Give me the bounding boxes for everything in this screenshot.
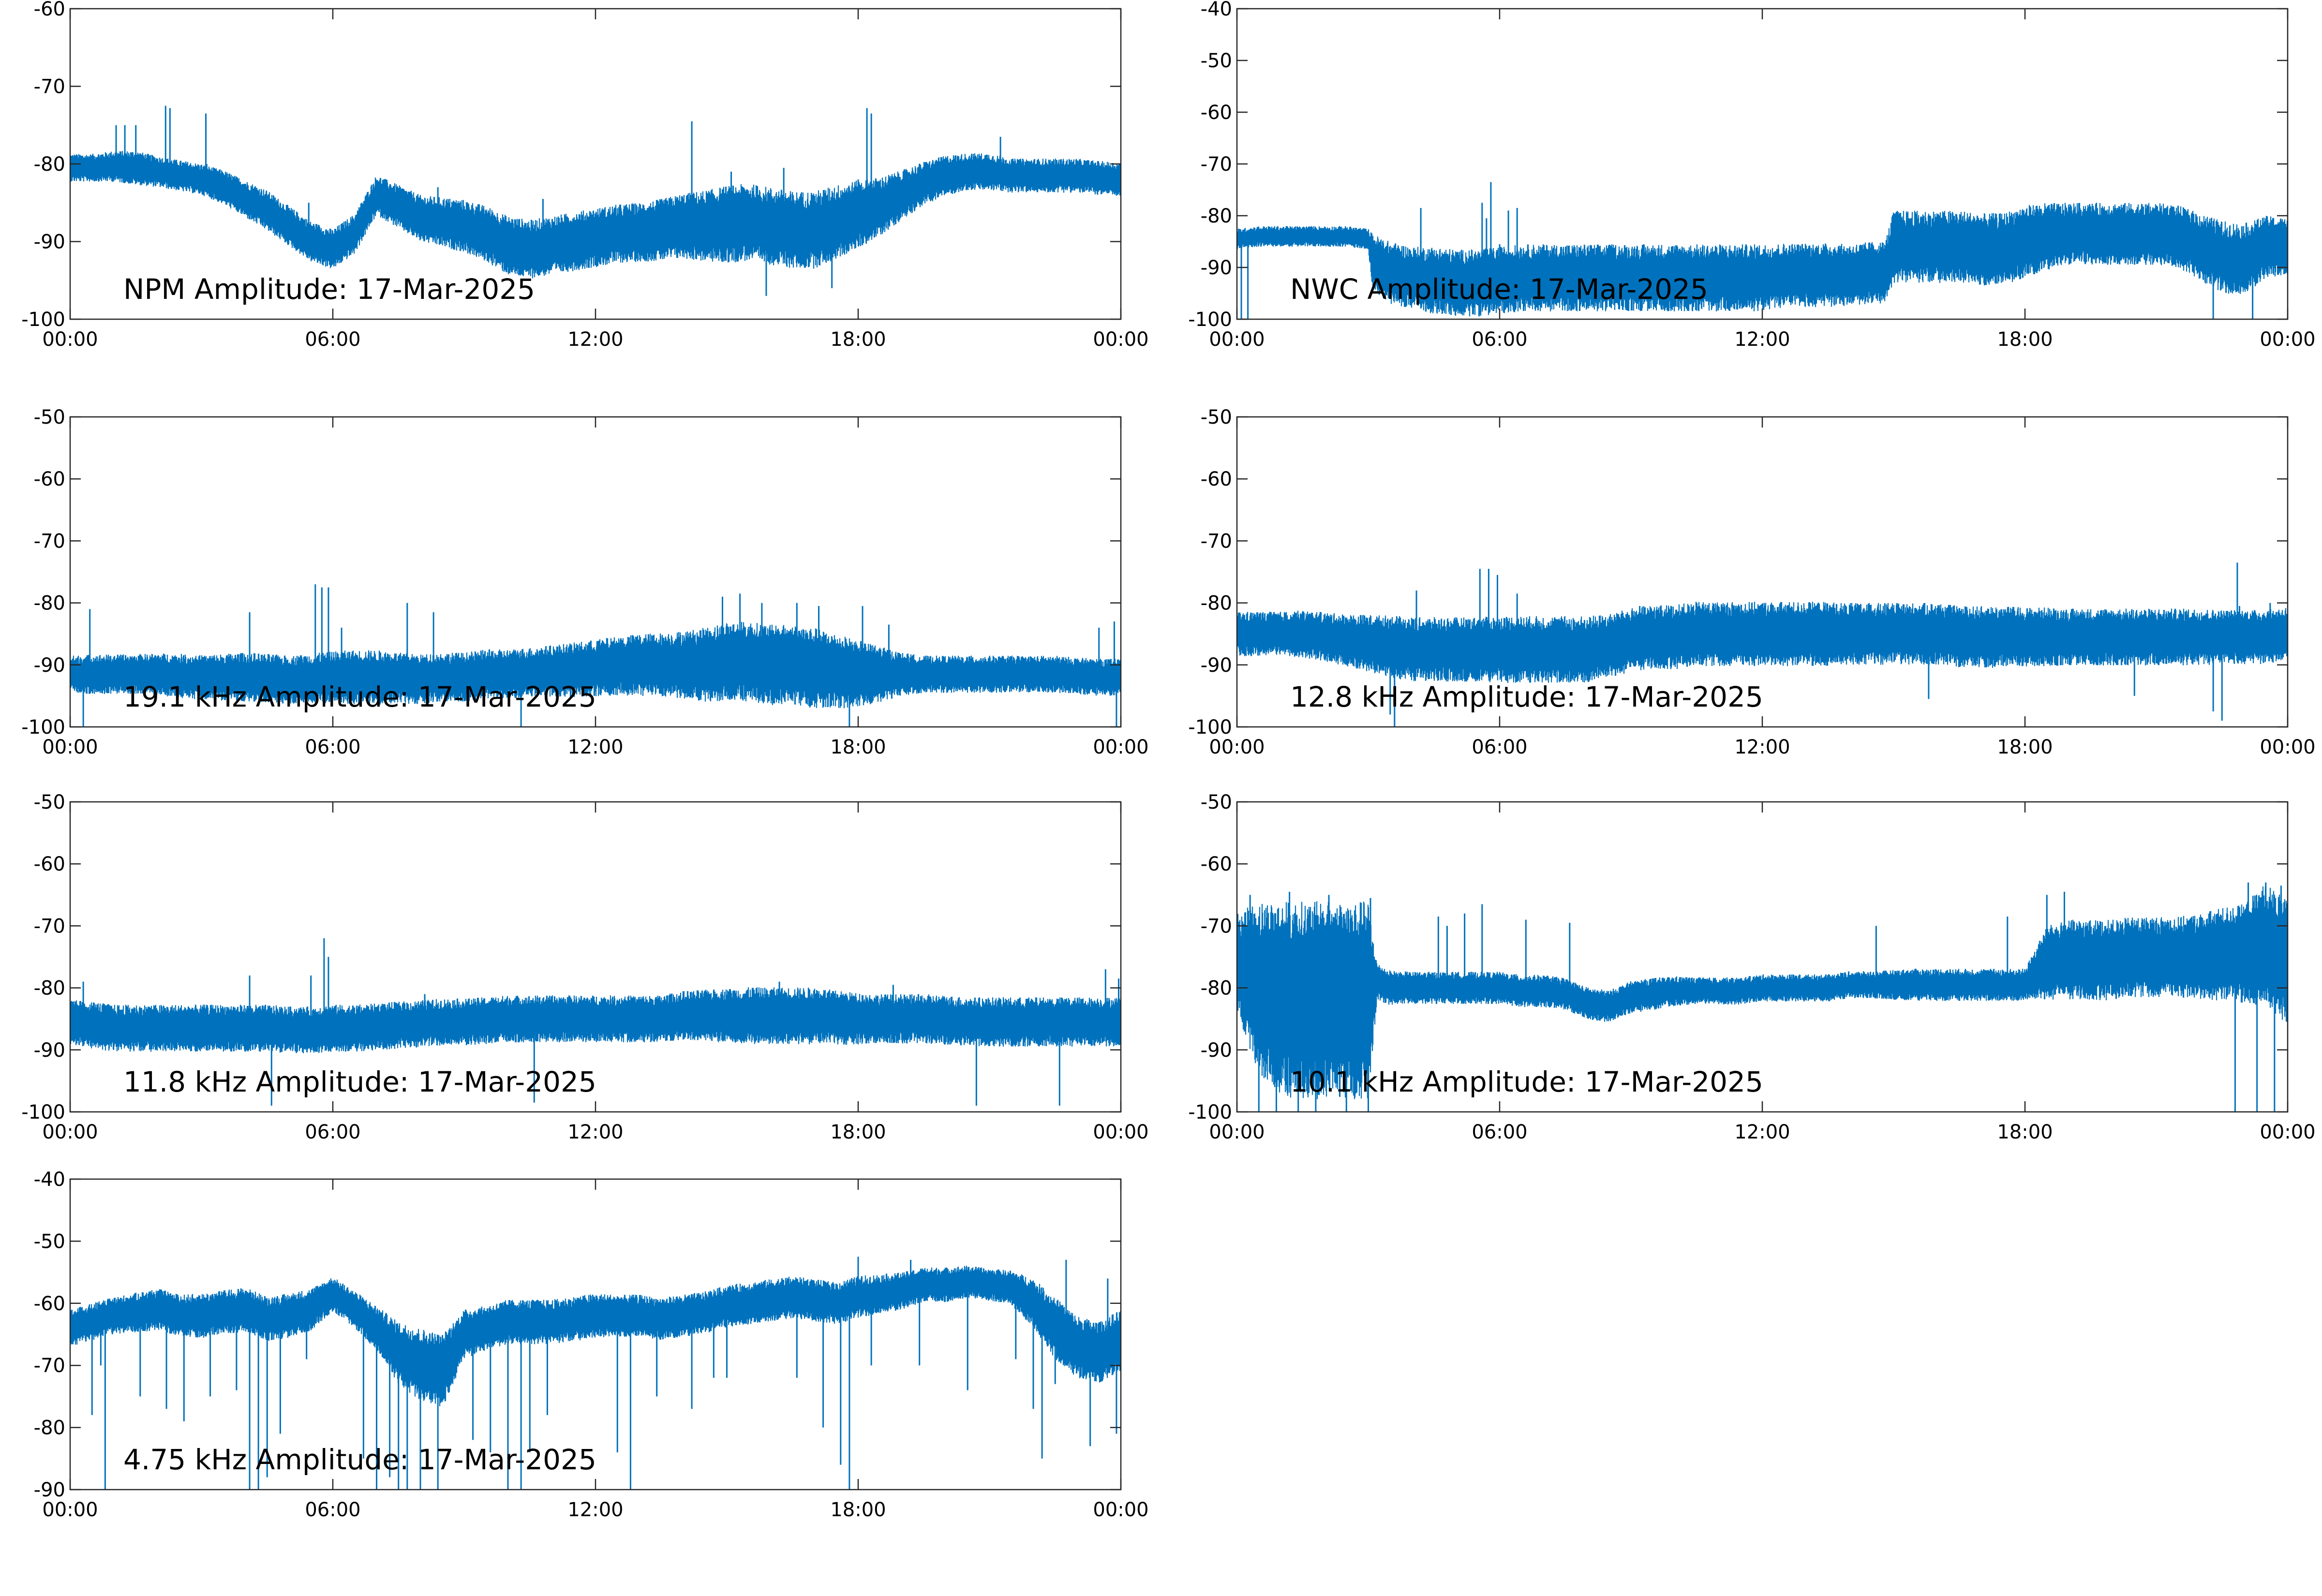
y-tick-label: -40 (1201, 0, 1232, 20)
x-tick-label: 06:00 (305, 328, 360, 351)
x-tick-label: 18:00 (830, 328, 886, 351)
x-tick-label: 00:00 (42, 1499, 98, 1521)
y-tick-label: -50 (34, 406, 65, 429)
y-tick-label: -50 (34, 1230, 65, 1253)
y-tick-label: -50 (1201, 406, 1232, 429)
series-trace (70, 621, 1121, 709)
y-tick-label: -60 (1201, 853, 1232, 875)
y-tick-label: -50 (1201, 791, 1232, 813)
y-tick-label: -50 (34, 791, 65, 813)
y-tick-label: -80 (34, 153, 65, 176)
chart-title: NWC Amplitude: 17-Mar-2025 (1290, 273, 1708, 306)
x-tick-label: 06:00 (1472, 1121, 1527, 1143)
y-tick-label: -70 (34, 915, 65, 937)
y-tick-label: -100 (1188, 1101, 1232, 1123)
x-tick-label: 12:00 (1734, 736, 1790, 758)
y-tick-label: -90 (34, 231, 65, 253)
y-tick-label: -60 (34, 1293, 65, 1315)
y-tick-label: -80 (1201, 592, 1232, 615)
y-tick-label: -70 (1201, 530, 1232, 552)
x-tick-label: 00:00 (1093, 328, 1148, 351)
series-trace (1237, 886, 2288, 1099)
series-trace (1237, 602, 2288, 683)
y-tick-label: -70 (1201, 915, 1232, 937)
x-tick-label: 12:00 (567, 736, 623, 758)
x-tick-label: 12:00 (1734, 328, 1790, 351)
x-tick-label: 18:00 (830, 736, 886, 758)
x-tick-label: 18:00 (1997, 328, 2053, 351)
y-tick-label: -90 (1201, 1039, 1232, 1062)
x-tick-label: 18:00 (830, 1121, 886, 1143)
chart-title: 12.8 kHz Amplitude: 17-Mar-2025 (1290, 680, 1763, 713)
y-tick-label: -60 (34, 853, 65, 875)
x-tick-label: 12:00 (567, 1121, 623, 1143)
x-tick-label: 00:00 (1209, 736, 1265, 758)
chart-title: NPM Amplitude: 17-Mar-2025 (123, 273, 535, 306)
x-tick-label: 00:00 (2260, 1121, 2315, 1143)
x-tick-label: 00:00 (1093, 1121, 1148, 1143)
chart-title: 11.8 kHz Amplitude: 17-Mar-2025 (123, 1065, 596, 1098)
y-tick-label: -100 (21, 1101, 65, 1123)
x-tick-label: 00:00 (2260, 736, 2315, 758)
y-tick-label: -70 (34, 1355, 65, 1377)
y-tick-label: -90 (1201, 257, 1232, 279)
chart-title: 4.75 kHz Amplitude: 17-Mar-2025 (123, 1443, 596, 1476)
x-tick-label: 18:00 (830, 1499, 886, 1521)
y-tick-label: -40 (34, 1168, 65, 1191)
y-tick-label: -90 (1201, 654, 1232, 677)
y-tick-label: -80 (1201, 205, 1232, 227)
y-tick-label: -50 (1201, 50, 1232, 72)
y-tick-label: -90 (34, 654, 65, 677)
y-tick-label: -90 (34, 1039, 65, 1062)
y-tick-label: -100 (1188, 716, 1232, 739)
y-tick-label: -80 (34, 1417, 65, 1439)
x-tick-label: 12:00 (1734, 1121, 1790, 1143)
series-trace (70, 151, 1121, 279)
x-tick-label: 12:00 (567, 1499, 623, 1521)
y-tick-label: -100 (1188, 309, 1232, 331)
x-tick-label: 18:00 (1997, 736, 2053, 758)
series-trace (70, 987, 1121, 1053)
chart-title: 19.1 kHz Amplitude: 17-Mar-2025 (123, 680, 596, 713)
x-tick-label: 06:00 (1472, 736, 1527, 758)
x-tick-label: 00:00 (1209, 1121, 1265, 1143)
y-tick-label: -90 (34, 1479, 65, 1501)
x-tick-label: 06:00 (305, 736, 360, 758)
y-tick-label: -100 (21, 716, 65, 739)
x-tick-label: 06:00 (1472, 328, 1527, 351)
x-tick-label: 00:00 (42, 736, 98, 758)
y-tick-label: -70 (34, 76, 65, 98)
y-tick-label: -80 (34, 977, 65, 1000)
x-tick-label: 12:00 (567, 328, 623, 351)
x-tick-label: 00:00 (1209, 328, 1265, 351)
y-tick-label: -70 (34, 530, 65, 552)
y-tick-label: -60 (1201, 468, 1232, 490)
y-tick-label: -100 (21, 309, 65, 331)
series-trace (70, 1266, 1121, 1406)
y-tick-label: -70 (1201, 153, 1232, 176)
chart-title: 10.1 kHz Amplitude: 17-Mar-2025 (1290, 1065, 1763, 1098)
x-tick-label: 18:00 (1997, 1121, 2053, 1143)
y-tick-label: -60 (34, 0, 65, 20)
series-trace (1237, 203, 2288, 317)
y-tick-label: -80 (1201, 977, 1232, 1000)
y-tick-label: -60 (1201, 102, 1232, 124)
x-tick-label: 00:00 (42, 1121, 98, 1143)
x-tick-label: 00:00 (1093, 1499, 1148, 1521)
x-tick-label: 06:00 (305, 1499, 360, 1521)
x-tick-label: 00:00 (2260, 328, 2315, 351)
y-tick-label: -60 (34, 468, 65, 490)
y-tick-label: -80 (34, 592, 65, 615)
x-tick-label: 06:00 (305, 1121, 360, 1143)
x-tick-label: 00:00 (42, 328, 98, 351)
x-tick-label: 00:00 (1093, 736, 1148, 758)
